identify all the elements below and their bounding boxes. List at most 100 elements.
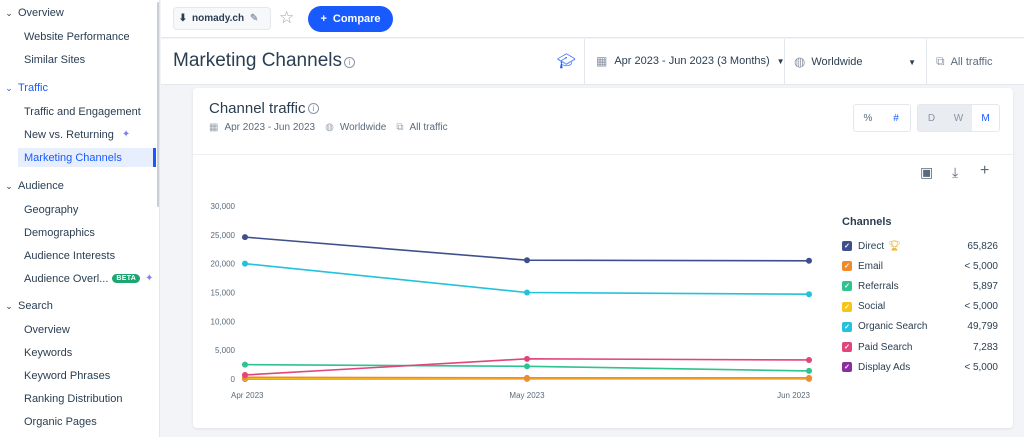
sidebar-section-audience[interactable]: ⌄ Audience [0,177,64,195]
legend-item[interactable]: ✓ Direct 🏆︎ 65,826 [842,236,998,256]
y-tick-label: 10,000 [211,317,236,326]
globe-icon: ◍ [325,122,334,133]
data-point [524,289,530,296]
sidebar-scrollbar[interactable] [157,2,159,207]
site-favicon-icon: ⬇ [178,13,188,24]
data-point [806,356,812,363]
unit-toggle: % # [853,104,911,132]
legend-item[interactable]: ✓ Email < 5,000 [842,256,998,276]
number-toggle[interactable]: # [882,105,910,131]
legend-name: Referrals [858,281,973,292]
beta-badge: BETA [112,274,141,283]
divider [926,39,927,85]
data-point [806,257,812,264]
sidebar-item-traffic-engagement[interactable]: Traffic and Engagement [24,105,141,118]
checkbox-icon[interactable]: ✓ [842,362,852,373]
star-icon[interactable]: ☆ [279,8,295,27]
date-range-picker[interactable]: ▦ Apr 2023 - Jun 2023 (3 Months) ▼ [596,54,785,68]
legend-item[interactable]: ✓ Paid Search 7,283 [842,337,998,357]
legend-label: Referrals [858,280,899,292]
sidebar-section-search[interactable]: ⌄ Search [0,297,53,315]
granularity-toggle: D W M [917,104,1000,132]
weekly-toggle[interactable]: W [953,112,964,124]
legend-label: Display Ads [858,361,911,373]
legend-name: Social [858,301,964,312]
caret-down-icon: ▼ [776,56,785,66]
devices-icon: ⧉ [936,54,945,68]
sidebar-item-ranking-distribution[interactable]: Ranking Distribution [24,392,123,405]
legend-name: Direct 🏆︎ [858,241,967,252]
percent-toggle[interactable]: % [863,112,873,124]
sidebar-item-audience-overlap[interactable]: Audience Overl... BETA ✦ [24,272,154,285]
data-point [524,355,530,362]
caret-down-icon: ▼ [908,57,916,67]
sidebar-item-keyword-phrases[interactable]: Keyword Phrases [24,369,111,382]
checkbox-icon[interactable]: ✓ [842,301,852,312]
legend-label: Direct [858,240,885,252]
sidebar-item-geography[interactable]: Geography [24,203,79,216]
checkbox-icon[interactable]: ✓ [842,321,852,332]
pencil-icon[interactable]: ✎ [250,13,259,24]
download-icon[interactable]: ⤓ [952,164,959,180]
legend-value: < 5,000 [964,361,998,373]
data-point [524,374,530,381]
legend-label: Paid Search [858,341,913,353]
legend-value: < 5,000 [964,260,998,272]
chevron-down-icon: ⌄ [5,7,13,18]
site-chip[interactable]: ⬇ nomady.ch ✎ [173,7,271,30]
data-point [524,363,530,370]
y-tick-label: 0 [231,375,236,384]
data-point [242,260,248,267]
legend-label: Organic Search [858,321,928,333]
sidebar-item-new-vs-returning[interactable]: New vs. Returning ✦ [24,128,131,141]
sidebar-item-marketing-channels[interactable]: Marketing Channels [18,148,156,167]
checkbox-icon[interactable]: ✓ [842,261,852,272]
sidebar-section-overview[interactable]: ⌄ Overview [0,4,64,22]
legend-value: < 5,000 [964,301,998,313]
sidebar-item-organic-pages[interactable]: Organic Pages [24,415,97,428]
daily-toggle[interactable]: D [927,112,936,124]
calendar-icon: ▦ [596,54,608,68]
checkbox-icon[interactable]: ✓ [842,342,852,353]
chevron-down-icon: ⌄ [5,300,13,311]
channel-traffic-chart: 30,000 25,000 20,000 15,000 10,000 5,000 0 Apr … [211,202,812,400]
sidebar: ⌄ Overview Website Performance Similar S… [0,0,160,437]
sidebar-item-similar-sites[interactable]: Similar Sites [24,53,86,66]
add-icon[interactable]: + [980,162,990,179]
globe-icon: ◍ [794,54,806,69]
legend-item[interactable]: ✓ Social < 5,000 [842,297,998,317]
checkbox-icon[interactable]: ✓ [842,281,852,292]
excel-export-icon[interactable]: ▣ [920,164,934,180]
info-icon[interactable]: i [308,103,319,114]
legend-value: 5,897 [972,280,998,292]
legend-label: Social [858,301,886,313]
sidebar-item-audience-interests[interactable]: Audience Interests [24,249,116,262]
data-point [242,234,248,241]
sidebar-item-search-overview[interactable]: Overview [24,323,70,336]
legend-value: 7,283 [972,341,998,353]
sparkle-icon: ✦ [121,129,131,140]
region-select[interactable]: ◍ Worldwide ▼ [794,54,916,69]
y-tick-label: 20,000 [211,260,236,269]
checkbox-icon[interactable]: ✓ [842,241,852,252]
legend-item[interactable]: ✓ Referrals 5,897 [842,276,998,296]
selected-indicator [153,148,156,167]
legend-value: 65,826 [967,240,998,252]
sidebar-item-demographics[interactable]: Demographics [24,226,95,239]
compare-button[interactable]: + Compare [308,6,393,32]
info-icon[interactable]: i [344,57,355,68]
x-tick-label: Jun 2023 [777,391,810,400]
sidebar-item-keywords[interactable]: Keywords [24,346,73,359]
legend-item[interactable]: ✓ Display Ads < 5,000 [842,357,998,377]
legend-item[interactable]: ✓ Organic Search 49,799 [842,317,998,337]
sidebar-section-traffic[interactable]: ⌄ Traffic [0,79,48,97]
monthly-toggle[interactable]: M [972,105,999,131]
legend-name: Organic Search [858,321,967,332]
sidebar-item-website-performance[interactable]: Website Performance [24,30,130,43]
divider [584,39,585,85]
calendar-icon: ▦ [209,122,219,133]
y-tick-label: 25,000 [211,231,236,240]
top-bar: ⬇ nomady.ch ✎ ☆ + Compare [161,0,1024,38]
traffic-type-select[interactable]: ⧉ All traffic [936,54,993,68]
graduation-cap-icon[interactable]: 🎓︎ [557,53,577,70]
